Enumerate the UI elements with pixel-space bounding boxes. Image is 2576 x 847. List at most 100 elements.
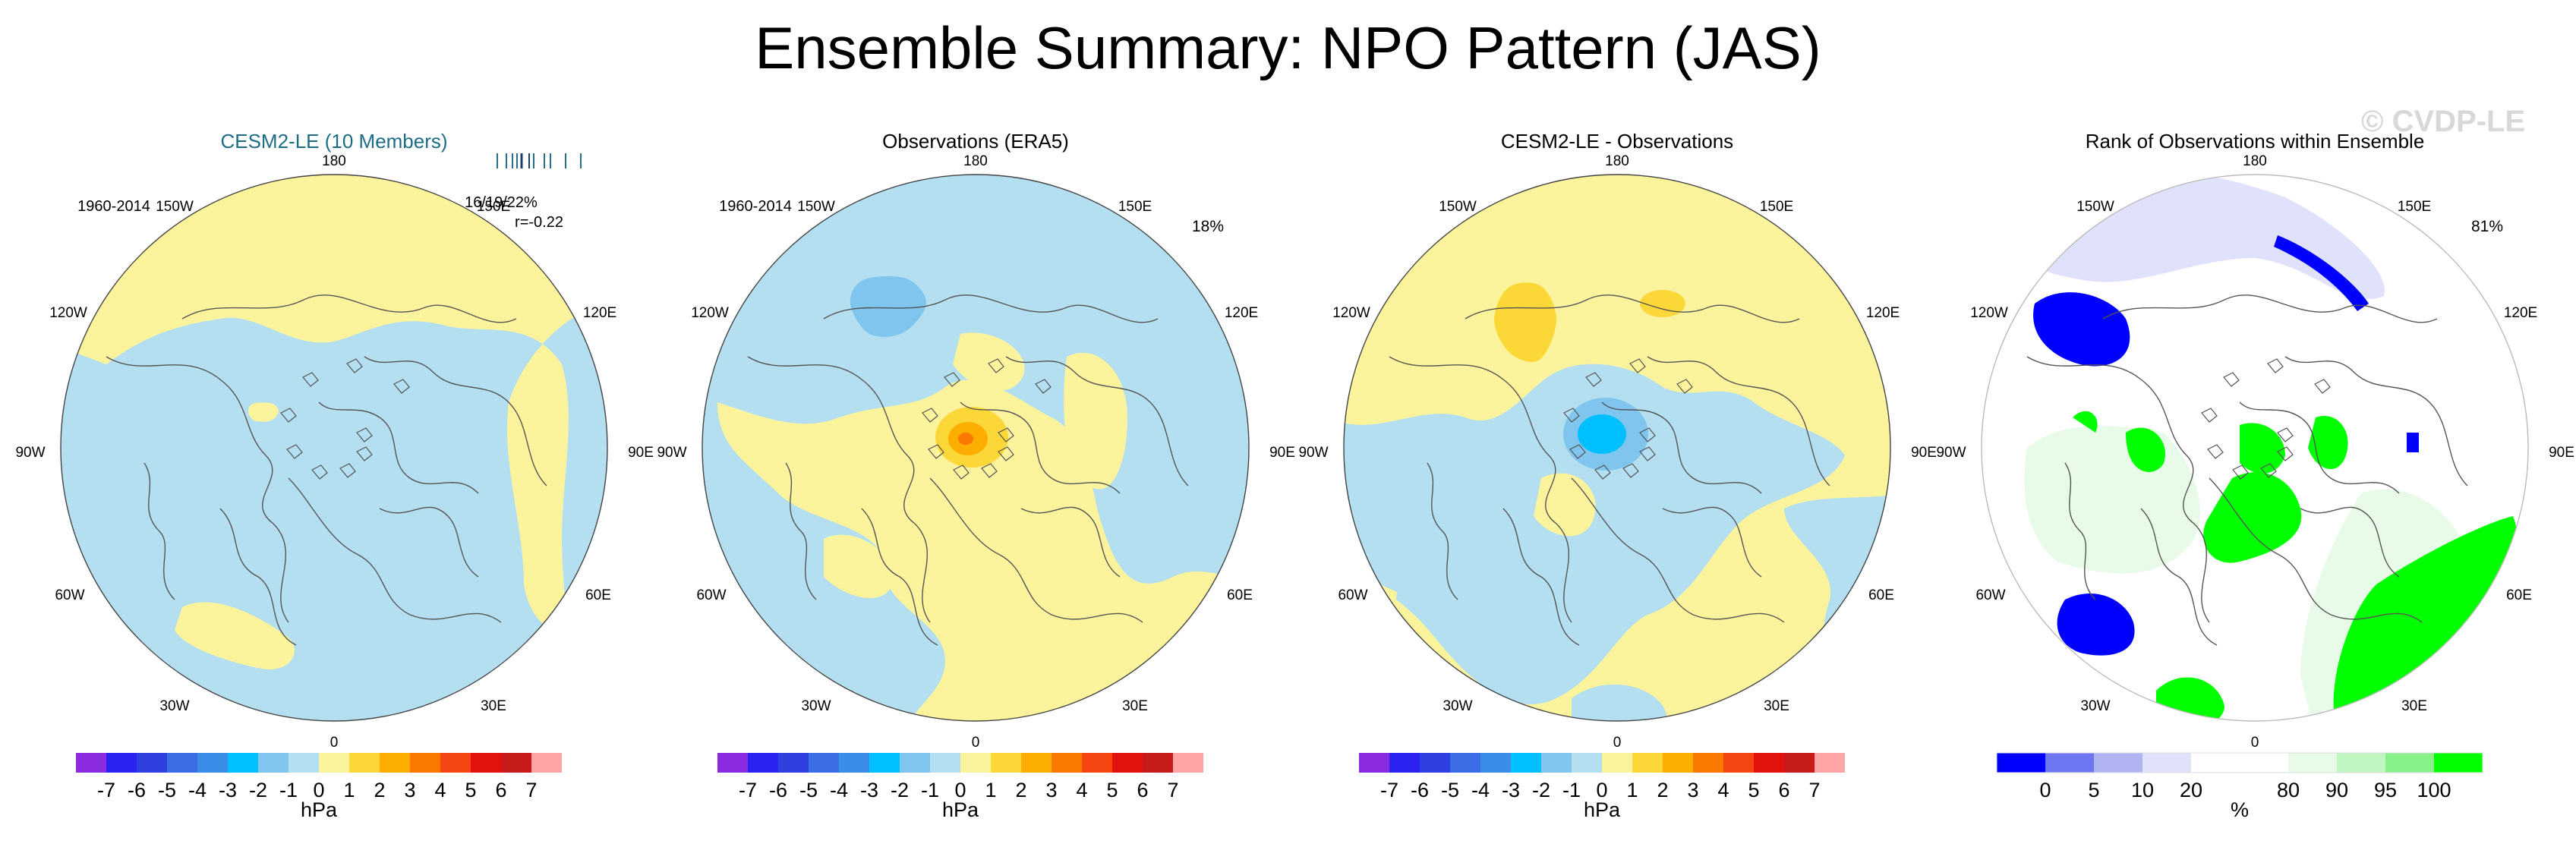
colorbar-swatch	[106, 753, 137, 773]
lon-label-l150e: 150E	[1760, 199, 1793, 215]
colorbar-label: -7	[97, 779, 115, 801]
rank-100	[2308, 416, 2348, 470]
colorbar-swatch	[1602, 753, 1632, 773]
colorbar-label: -4	[1471, 779, 1490, 801]
colorbar-swatch	[258, 753, 288, 773]
colorbar-swatch	[380, 753, 410, 773]
colorbar-swatch	[1541, 753, 1572, 773]
lon-label-l0: 0	[2251, 735, 2259, 751]
colorbar-label: -1	[279, 779, 298, 801]
coastline	[346, 358, 363, 373]
colorbar-swatch	[440, 753, 471, 773]
lon-label-l60e: 60E	[1868, 587, 1894, 603]
coastline	[1585, 372, 1602, 387]
colorbar-swatch	[991, 753, 1021, 773]
map-boundary	[702, 174, 1250, 722]
lon-label-l120e: 120E	[2504, 305, 2537, 321]
colorbar: -7 -6 -5 -4 -3 -2 -1 0 1 2 3 4 5 6 7 hPa	[717, 753, 1203, 821]
lon-label-l30e: 30E	[1764, 698, 1789, 714]
rank-0	[2274, 235, 2369, 311]
lon-label-l30w: 30W	[801, 698, 831, 714]
colorbar-swatch	[2045, 753, 2094, 773]
lon-label-l30w: 30W	[159, 698, 189, 714]
colorbar-units: hPa	[301, 798, 338, 821]
colorbar: -7 -6 -5 -4 -3 -2 -1 0 1 2 3 4 5 6 7 hPa	[1359, 753, 1845, 821]
colorbar-label: 0	[1596, 779, 1607, 801]
colorbar-swatch	[167, 753, 197, 773]
lon-label-l150e: 150E	[1118, 199, 1152, 215]
coastline	[928, 444, 944, 459]
coastline	[929, 477, 1143, 623]
coastline	[1569, 444, 1586, 459]
colorbar-swatch	[349, 753, 380, 773]
colorbar-label: -5	[1441, 779, 1459, 801]
lon-label-l150w: 150W	[2076, 199, 2114, 215]
coastline	[302, 372, 319, 387]
colorbar-swatch	[2240, 753, 2288, 773]
coastline	[2239, 401, 2400, 494]
lon-label-l180: 180	[1605, 153, 1629, 169]
colorbar-label: -6	[769, 779, 787, 801]
coastline	[1601, 401, 1762, 494]
coastline	[364, 356, 547, 486]
coastline	[2102, 294, 2438, 323]
colorbar-label: 4	[434, 779, 446, 801]
colorbar-label: 5	[465, 779, 476, 801]
colorbar-label: 5	[1748, 779, 1759, 801]
page-title: Ensemble Summary: NPO Pattern (JAS)	[755, 14, 1821, 81]
colorbar-label: -2	[1532, 779, 1550, 801]
map-boundary	[1343, 174, 1891, 722]
coastline	[106, 356, 289, 623]
colorbar-label: -3	[860, 779, 878, 801]
colorbar-swatch	[1723, 753, 1754, 773]
lon-label-l0: 0	[330, 735, 339, 751]
rank-100	[2203, 472, 2302, 563]
colorbar-swatch	[1389, 753, 1420, 773]
colorbar-swatch	[197, 753, 228, 773]
colorbar-swatch	[1511, 753, 1541, 773]
colorbar-label: 2	[1015, 779, 1026, 801]
map-era5	[702, 175, 1249, 721]
colorbar-label: 5	[2088, 779, 2099, 801]
colorbar-swatch	[839, 753, 869, 773]
colorbar-swatch	[1663, 753, 1693, 773]
colorbar-label: 0	[313, 779, 324, 801]
colorbar-label: 20	[2180, 779, 2202, 801]
colorbar-swatch	[1052, 753, 1082, 773]
coastline	[2277, 427, 2294, 442]
field-positive	[717, 379, 1249, 721]
lon-label-l120w: 120W	[691, 305, 729, 321]
field-positive-2	[1493, 282, 1557, 362]
colorbar-swatch	[1359, 753, 1389, 773]
lon-label-l90w: 90W	[1298, 445, 1328, 461]
colorbar-label: 3	[1045, 779, 1057, 801]
colorbar-swatch	[1021, 753, 1052, 773]
colorbar-label: 1	[343, 779, 355, 801]
colorbar-frame	[1996, 752, 2483, 773]
coastline	[2209, 477, 2423, 623]
percent-label: 81%	[2471, 218, 2503, 235]
colorbar-label: -4	[188, 779, 207, 801]
coastline	[1502, 508, 1580, 646]
lon-label-l0: 0	[1613, 735, 1622, 751]
coastline	[1639, 427, 1656, 442]
coastline	[861, 508, 938, 646]
colorbar-swatch	[2434, 753, 2483, 773]
field-negative	[1572, 684, 1667, 721]
coastline	[944, 372, 960, 387]
colorbar-swatch	[1997, 753, 2045, 773]
coastline	[2140, 508, 2218, 646]
lon-label-l90e: 90E	[2549, 445, 2574, 461]
colorbar-swatch	[2337, 753, 2385, 773]
coastline	[1020, 506, 1121, 578]
field-positive	[175, 602, 295, 669]
coastline	[1035, 379, 1052, 394]
colorbar-swatch	[869, 753, 900, 773]
period-label: 1960-2014	[719, 198, 792, 215]
coastline	[288, 477, 502, 623]
map-boundary	[60, 174, 608, 722]
field-negative-2	[850, 276, 927, 337]
colorbar-swatch	[501, 753, 531, 773]
coastline	[1622, 463, 1639, 478]
coastline	[747, 356, 931, 623]
